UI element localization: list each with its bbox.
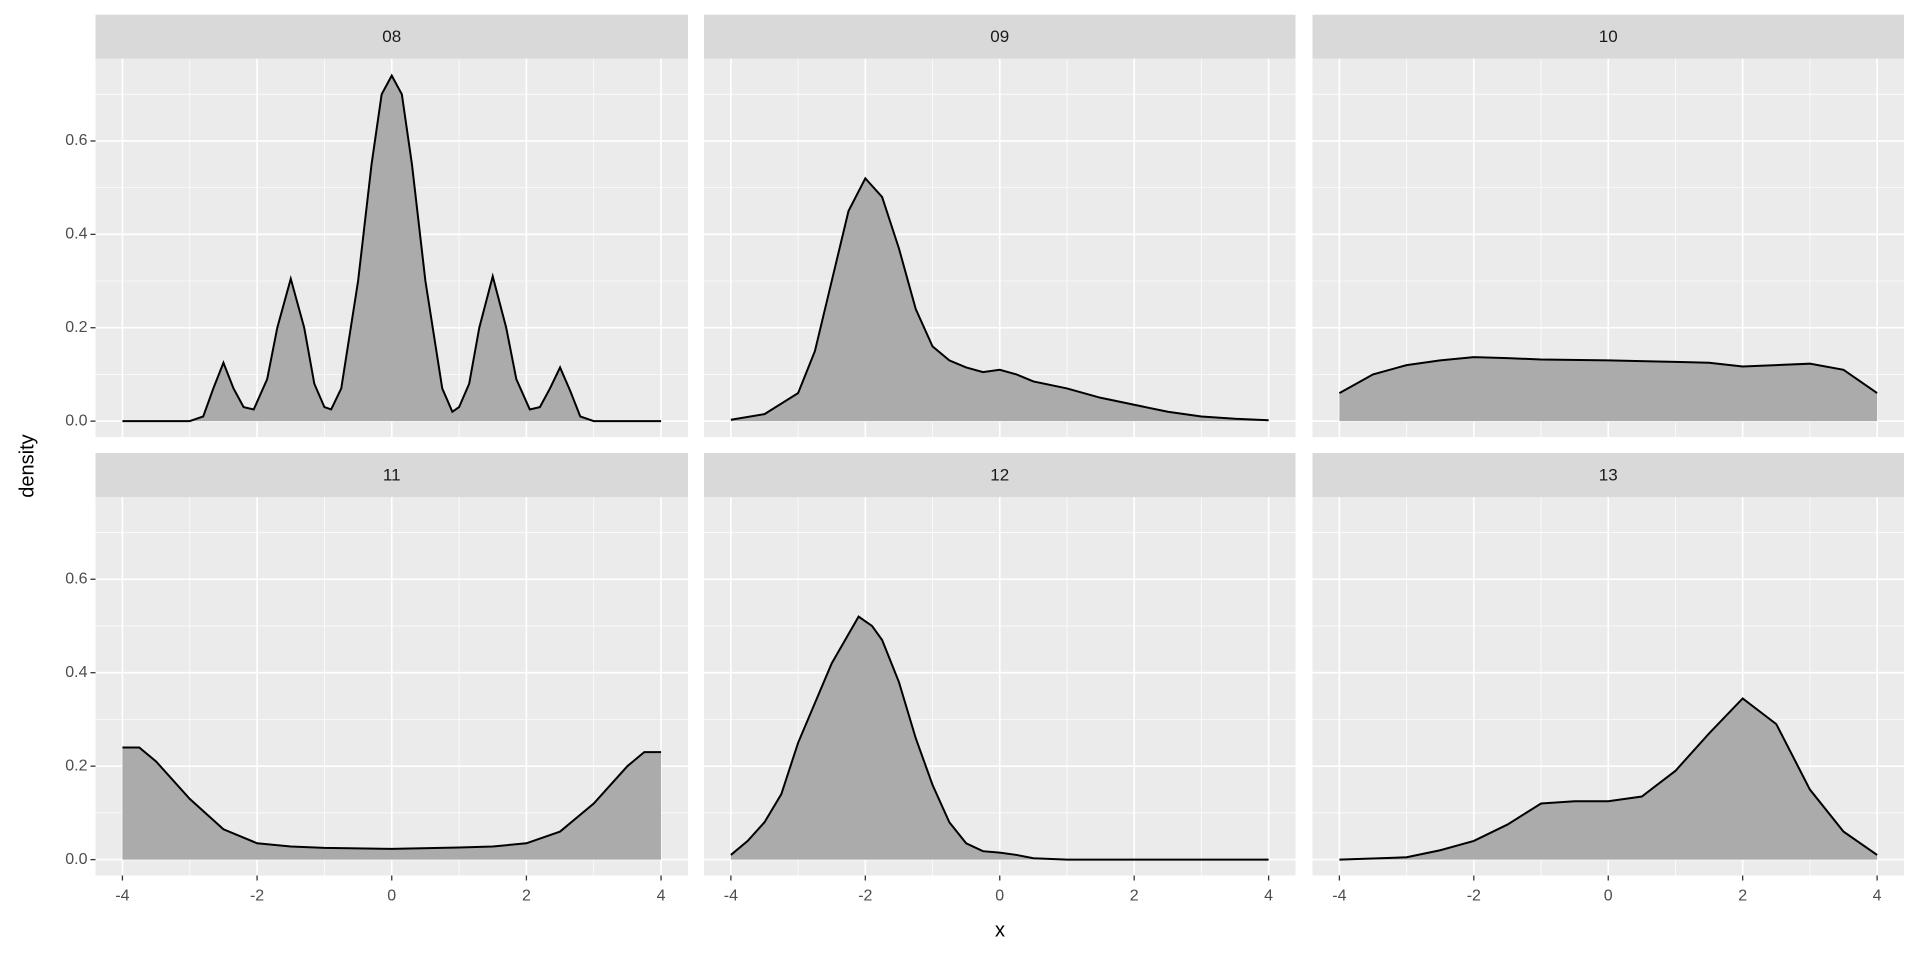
- strip-text: 09: [990, 27, 1009, 46]
- x-tick-label: 0: [387, 888, 396, 905]
- strip: [704, 14, 1296, 59]
- density-line: [1338, 356, 1878, 394]
- density-area: [122, 75, 662, 422]
- density-area: [1339, 698, 1878, 860]
- x-tick-label: -4: [115, 888, 129, 905]
- strip: [95, 453, 688, 497]
- y-tick-label: 0.2: [65, 757, 87, 774]
- x-tick-label: 2: [522, 888, 531, 905]
- density-area: [1339, 357, 1878, 422]
- y-tick-label: 0.6: [65, 132, 87, 149]
- x-tick-label: 2: [1130, 888, 1139, 905]
- y-tick-label: 0.0: [65, 412, 87, 429]
- x-tick-label: -2: [250, 888, 264, 905]
- strip: [1312, 453, 1904, 497]
- y-tick-label: 0.0: [65, 851, 87, 868]
- x-tick-label: 4: [1873, 888, 1882, 905]
- density-area: [730, 178, 1269, 422]
- strip: [1312, 14, 1904, 59]
- y-axis-title: density: [16, 434, 38, 497]
- strip-text: 08: [382, 27, 401, 46]
- x-tick-label: 0: [995, 888, 1004, 905]
- x-tick-label: -4: [1332, 888, 1346, 905]
- density-line: [122, 73, 662, 423]
- density-area: [122, 747, 662, 860]
- density-line: [730, 176, 1269, 422]
- y-tick-label: 0.4: [65, 664, 87, 681]
- strip: [704, 453, 1296, 497]
- x-tick-label: 0: [1604, 888, 1613, 905]
- density-line: [1339, 697, 1878, 861]
- y-tick-label: 0.4: [65, 226, 87, 243]
- x-tick-label: 4: [657, 888, 666, 905]
- x-axis-title: x: [995, 919, 1005, 941]
- strip-text: 12: [990, 465, 1009, 484]
- y-tick-label: 0.6: [65, 570, 87, 587]
- x-tick-label: 4: [1264, 888, 1273, 905]
- density-line: [122, 746, 662, 850]
- strip-text: 13: [1599, 465, 1618, 484]
- strip: [95, 14, 688, 59]
- density-line: [730, 615, 1269, 861]
- x-tick-label: 2: [1738, 888, 1747, 905]
- x-tick-label: -2: [1467, 888, 1481, 905]
- strip-text: 11: [383, 465, 401, 484]
- y-tick-label: 0.2: [65, 319, 87, 336]
- density-area: [730, 616, 1269, 860]
- x-tick-label: -4: [724, 888, 738, 905]
- strip-text: 10: [1599, 27, 1618, 46]
- x-tick-label: -2: [858, 888, 872, 905]
